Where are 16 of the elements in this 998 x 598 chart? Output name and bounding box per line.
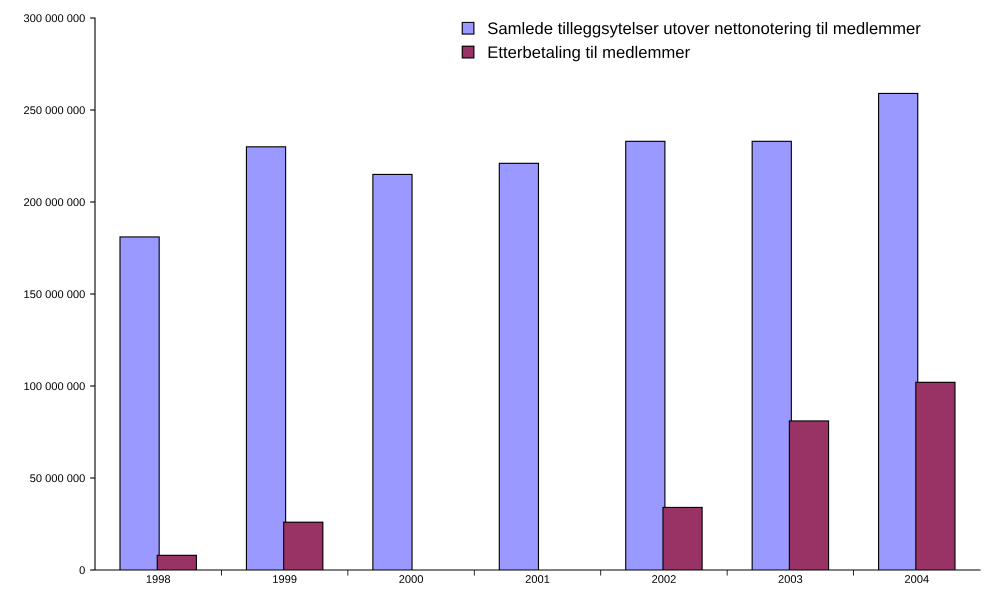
x-tick-label: 2002: [652, 575, 676, 584]
x-tick-label: 2000: [399, 575, 423, 584]
x-tick-label: 2003: [778, 575, 802, 584]
y-tick-label: 100 000 000: [24, 382, 85, 390]
y-tick-label: 150 000 000: [24, 290, 85, 298]
legend-label: Etterbetaling til medlemmer: [488, 46, 690, 62]
x-tick-label: 2001: [526, 575, 550, 584]
y-tick-label: 0: [80, 566, 85, 574]
y-tick-label: 250 000 000: [24, 106, 85, 114]
y-tick-label: 50 000 000: [30, 474, 85, 482]
x-tick-label: 1998: [146, 575, 170, 584]
y-tick-label: 300 000 000: [24, 14, 85, 22]
y-tick-label: 200 000 000: [24, 198, 85, 206]
x-tick-label: 2004: [904, 575, 929, 584]
x-tick-label: 1999: [273, 575, 296, 584]
legend-label: Samlede tilleggsytelser utover nettonotering til medlemmer: [488, 22, 920, 38]
